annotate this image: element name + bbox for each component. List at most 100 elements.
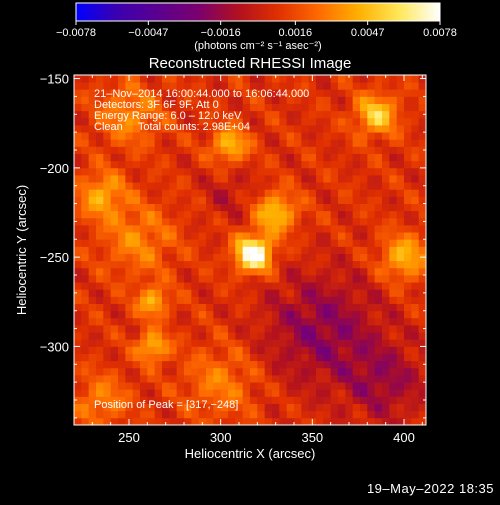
heatmap-cell xyxy=(338,296,346,304)
heatmap-cell xyxy=(103,89,112,97)
annotation-block: 21–Nov–2014 16:00:44.000 to 16:06:44.000… xyxy=(94,88,309,133)
heatmap-cell xyxy=(272,396,280,404)
heatmap-cell xyxy=(220,260,229,269)
heatmap-cell xyxy=(250,75,258,83)
heatmap-cell xyxy=(147,75,156,83)
heatmap-cell xyxy=(308,182,317,190)
heatmap-cell xyxy=(140,360,148,369)
heatmap-cell xyxy=(367,210,376,219)
heatmap-cell xyxy=(176,403,185,412)
heatmap-cell xyxy=(96,103,104,112)
heatmap-cell xyxy=(132,410,141,419)
heatmap-cell xyxy=(367,75,376,83)
heatmap-cell xyxy=(411,360,420,369)
heatmap-cell xyxy=(132,389,141,397)
heatmap-cell xyxy=(389,303,398,312)
colorbar-tick-label: −0.0047 xyxy=(128,27,168,39)
heatmap-cell xyxy=(242,89,251,97)
heatmap-cell xyxy=(374,253,383,262)
heatmap-cell xyxy=(250,160,258,169)
heatmap-cell xyxy=(184,75,192,83)
heatmap-cell xyxy=(228,189,236,197)
heatmap-cell xyxy=(389,189,398,197)
heatmap-cell xyxy=(323,253,332,262)
heatmap-cell xyxy=(206,375,214,383)
heatmap-cell xyxy=(81,396,90,404)
heatmap-cell xyxy=(316,117,324,126)
heatmap-cell xyxy=(257,182,266,190)
heatmap-cell xyxy=(316,103,324,112)
heatmap-cell xyxy=(404,246,412,254)
heatmap-cell xyxy=(213,275,222,283)
heatmap-cell xyxy=(301,332,310,340)
heatmap-cell xyxy=(74,82,82,90)
heatmap-cell xyxy=(286,282,295,290)
heatmap-cell xyxy=(272,210,280,219)
heatmap-cell xyxy=(396,275,405,283)
heatmap-cell xyxy=(345,260,354,269)
heatmap-cell xyxy=(374,160,383,169)
heatmap-cell xyxy=(308,382,317,390)
heatmap-cell xyxy=(103,382,112,390)
heatmap-cell xyxy=(360,403,368,412)
heatmap-cell xyxy=(103,360,112,369)
heatmap-cell xyxy=(330,103,339,112)
heatmap-cell xyxy=(264,353,273,362)
heatmap-cell xyxy=(418,89,426,97)
y-tick-label: −250 xyxy=(40,250,69,265)
heatmap-cell xyxy=(228,275,236,283)
heatmap-cell xyxy=(191,410,200,419)
heatmap-cell xyxy=(411,317,420,326)
heatmap-cell xyxy=(330,132,339,140)
heatmap-cell xyxy=(147,353,156,362)
heatmap-cell xyxy=(176,110,185,119)
heatmap-cell xyxy=(118,360,126,369)
heatmap-cell xyxy=(330,239,339,247)
x-tick-label: 350 xyxy=(301,430,323,445)
heatmap-cell xyxy=(323,332,332,340)
heatmap-cell xyxy=(367,396,376,404)
heatmap-cell xyxy=(198,275,207,283)
heatmap-cell xyxy=(301,110,310,119)
heatmap-cell xyxy=(323,103,332,112)
heatmap-cell xyxy=(103,275,112,283)
heatmap-cell xyxy=(103,189,112,197)
heatmap-cell xyxy=(228,167,236,176)
heatmap-cell xyxy=(154,296,163,304)
heatmap-cell xyxy=(228,253,236,262)
heatmap-cell xyxy=(176,103,185,112)
heatmap-cell xyxy=(301,125,310,133)
heatmap-cell xyxy=(279,310,288,319)
heatmap-cell xyxy=(330,110,339,119)
heatmap-cell xyxy=(81,232,90,240)
heatmap-cell xyxy=(316,139,324,147)
heatmap-cell xyxy=(88,325,97,333)
heatmap-cell xyxy=(125,246,134,254)
heatmap-cell xyxy=(220,117,229,126)
heatmap-cell xyxy=(198,382,207,390)
heatmap-cell xyxy=(389,196,398,204)
heatmap-cell xyxy=(220,296,229,304)
heatmap-cell xyxy=(96,89,104,97)
heatmap-cell xyxy=(345,339,354,347)
heatmap-cell xyxy=(374,282,383,290)
heatmap-cell xyxy=(389,403,398,412)
heatmap-cell xyxy=(220,275,229,283)
heatmap-cell xyxy=(140,296,148,304)
heatmap-cell xyxy=(220,410,229,419)
heatmap-cell xyxy=(389,417,398,425)
heatmap-cell xyxy=(235,125,244,133)
heatmap-cell xyxy=(125,217,134,226)
heatmap-cell xyxy=(294,160,302,169)
heatmap-cell xyxy=(110,382,119,390)
heatmap-cell xyxy=(191,217,200,226)
heatmap-cell xyxy=(140,389,148,397)
heatmap-cell xyxy=(301,367,310,376)
heatmap-cell xyxy=(206,246,214,254)
heatmap-cell xyxy=(96,239,104,247)
heatmap-cell xyxy=(198,139,207,147)
heatmap-cell xyxy=(169,103,178,112)
heatmap-cell xyxy=(352,82,361,90)
heatmap-cell xyxy=(220,403,229,412)
heatmap-cell xyxy=(184,210,192,219)
